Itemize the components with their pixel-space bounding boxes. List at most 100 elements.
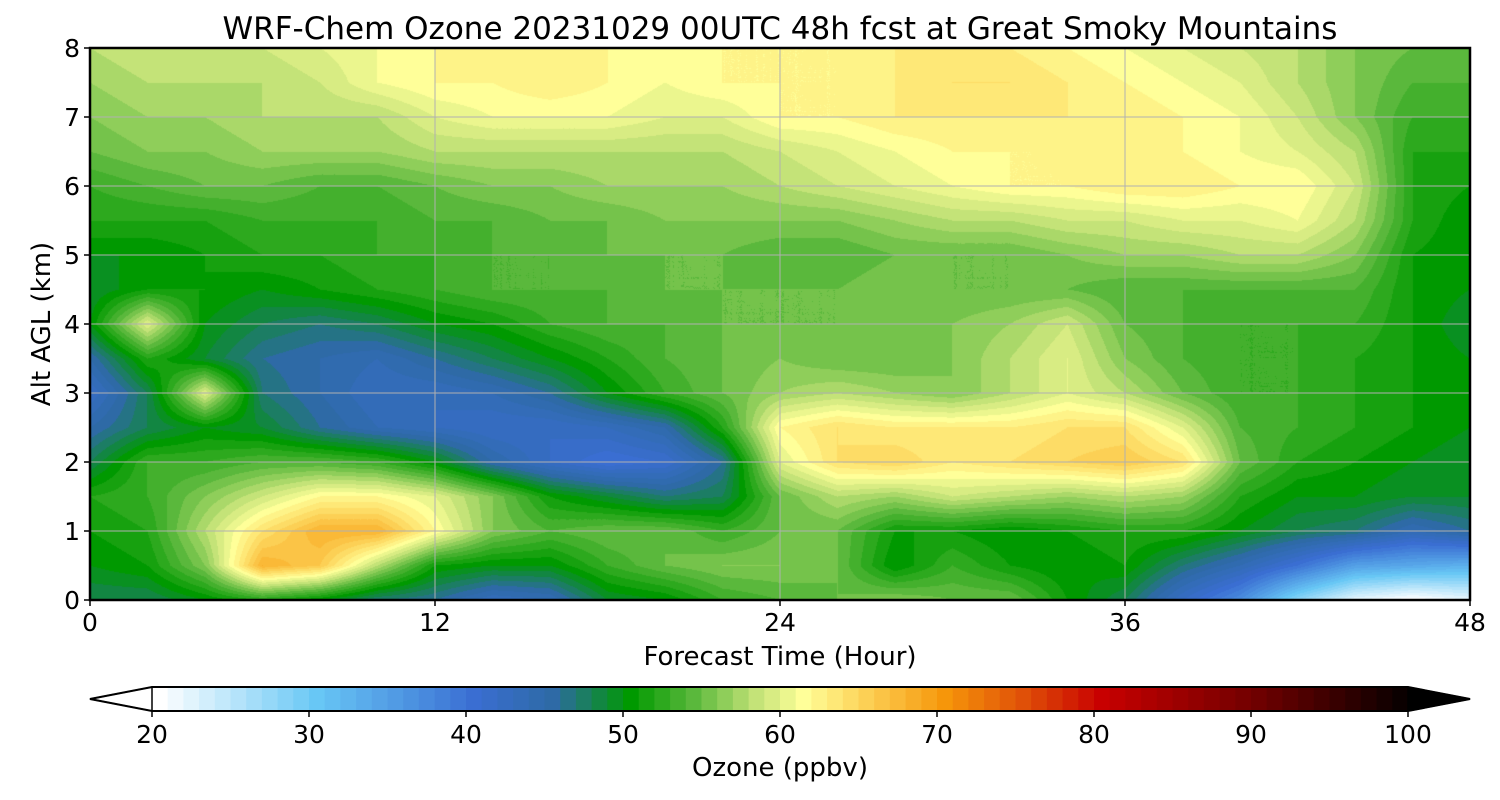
colorbar-bin: [1141, 687, 1158, 711]
colorbar-bin: [513, 687, 530, 711]
x-tick-label: 12: [419, 608, 451, 637]
colorbar-bin: [1360, 687, 1378, 711]
colorbar-bin: [874, 687, 891, 711]
y-tick-label: 3: [64, 379, 80, 408]
colorbar-bin: [764, 687, 781, 711]
y-tick-label: 4: [64, 310, 80, 339]
colorbar-bin: [277, 687, 294, 711]
colorbar-bin: [591, 687, 608, 711]
colorbar-bin: [952, 687, 969, 711]
colorbar-bin: [1078, 687, 1095, 711]
colorbar-bin: [1282, 687, 1299, 711]
colorbar-bin: [780, 687, 797, 711]
colorbar-bin: [1015, 687, 1032, 711]
chart-title: WRF-Chem Ozone 20231029 00UTC 48h fcst a…: [223, 11, 1338, 47]
colorbar-bin: [560, 687, 577, 711]
colorbar-bin: [1094, 687, 1111, 711]
colorbar-bin: [324, 687, 341, 711]
colorbar-bin: [905, 687, 922, 711]
x-tick-label: 0: [82, 608, 98, 637]
colorbar-extend-high: [1407, 686, 1471, 712]
x-tick-label: 48: [1454, 608, 1486, 637]
colorbar-bin: [340, 687, 357, 711]
colorbar-bin: [450, 687, 467, 711]
colorbar-bin: [183, 687, 200, 711]
colorbar-bin: [1329, 687, 1346, 711]
colorbar-bin: [654, 687, 671, 711]
colorbar-bin: [1266, 687, 1283, 711]
colorbar-bin: [387, 687, 404, 711]
colorbar-bin: [1188, 687, 1205, 711]
colorbar-bin: [984, 687, 1001, 711]
colorbar-bin: [607, 687, 624, 711]
colorbar-bin: [544, 687, 561, 711]
colorbar-bin: [701, 687, 718, 711]
x-tick-label: 24: [764, 608, 796, 637]
colorbar-bin: [1376, 687, 1393, 711]
colorbar-bin: [717, 687, 734, 711]
colorbar-tick-label: 40: [450, 720, 482, 749]
colorbar-bin: [371, 687, 389, 711]
colorbar-bin: [1172, 687, 1189, 711]
y-tick-label: 5: [64, 241, 80, 270]
colorbar-bin: [356, 687, 373, 711]
colorbar-bin: [261, 687, 279, 711]
y-axis-label: Alt AGL (km): [27, 242, 57, 406]
colorbar-bin: [481, 687, 498, 711]
colorbar-bin: [293, 687, 310, 711]
y-tick-label: 2: [64, 448, 80, 477]
colorbar-bin: [1109, 687, 1126, 711]
colorbar-bin: [1392, 687, 1409, 711]
colorbar-bin: [670, 687, 687, 711]
colorbar-bin: [1031, 687, 1048, 711]
colorbar-bin: [623, 687, 640, 711]
colorbar-bin: [889, 687, 907, 711]
y-tick-label: 0: [64, 586, 80, 615]
colorbar-bin: [921, 687, 938, 711]
colorbar-bin: [1203, 687, 1221, 711]
colorbar-bin: [638, 687, 655, 711]
colorbar-bin: [230, 687, 247, 711]
x-tick-label: 36: [1109, 608, 1141, 637]
colorbar-bin: [1156, 687, 1174, 711]
colorbar-bin: [466, 687, 483, 711]
plot-frame: [88, 46, 1472, 602]
y-tick-label: 1: [64, 517, 80, 546]
colorbar-bin: [1345, 687, 1362, 711]
colorbar-bin: [1313, 687, 1331, 711]
colorbar-tick-label: 20: [136, 720, 168, 749]
colorbar-tick-label: 100: [1384, 720, 1432, 749]
colorbar-bin: [528, 687, 546, 711]
colorbar-bin: [1235, 687, 1252, 711]
colorbar-bin: [1062, 687, 1079, 711]
colorbar-bin: [1219, 687, 1236, 711]
y-tick-label: 8: [64, 34, 80, 63]
colorbar-tick-label: 80: [1078, 720, 1110, 749]
y-tick-label: 7: [64, 103, 80, 132]
colorbar-bin: [214, 687, 232, 711]
colorbar-tick-label: 70: [921, 720, 953, 749]
colorbar-label: Ozone (ppbv): [692, 753, 868, 783]
colorbar-bin: [827, 687, 844, 711]
colorbar-bin: [497, 687, 514, 711]
colorbar-tick-label: 90: [1235, 720, 1267, 749]
colorbar-bin: [1251, 687, 1268, 711]
colorbar-bin: [685, 687, 703, 711]
colorbar-bin: [403, 687, 420, 711]
colorbar-bin: [418, 687, 436, 711]
grid-lines: [90, 48, 1470, 600]
colorbar-bin: [811, 687, 828, 711]
colorbar-bin: [575, 687, 593, 711]
colorbar-bin: [199, 687, 216, 711]
colorbar-bin: [167, 687, 184, 711]
colorbar-bin: [732, 687, 750, 711]
colorbar-bin: [842, 687, 860, 711]
colorbar-bin: [246, 687, 263, 711]
colorbar-tick-label: 50: [607, 720, 639, 749]
colorbar-bin: [795, 687, 812, 711]
colorbar-bin: [152, 687, 169, 711]
colorbar-tick-label: 60: [764, 720, 796, 749]
colorbar-bin: [858, 687, 875, 711]
colorbar-bin: [968, 687, 985, 711]
